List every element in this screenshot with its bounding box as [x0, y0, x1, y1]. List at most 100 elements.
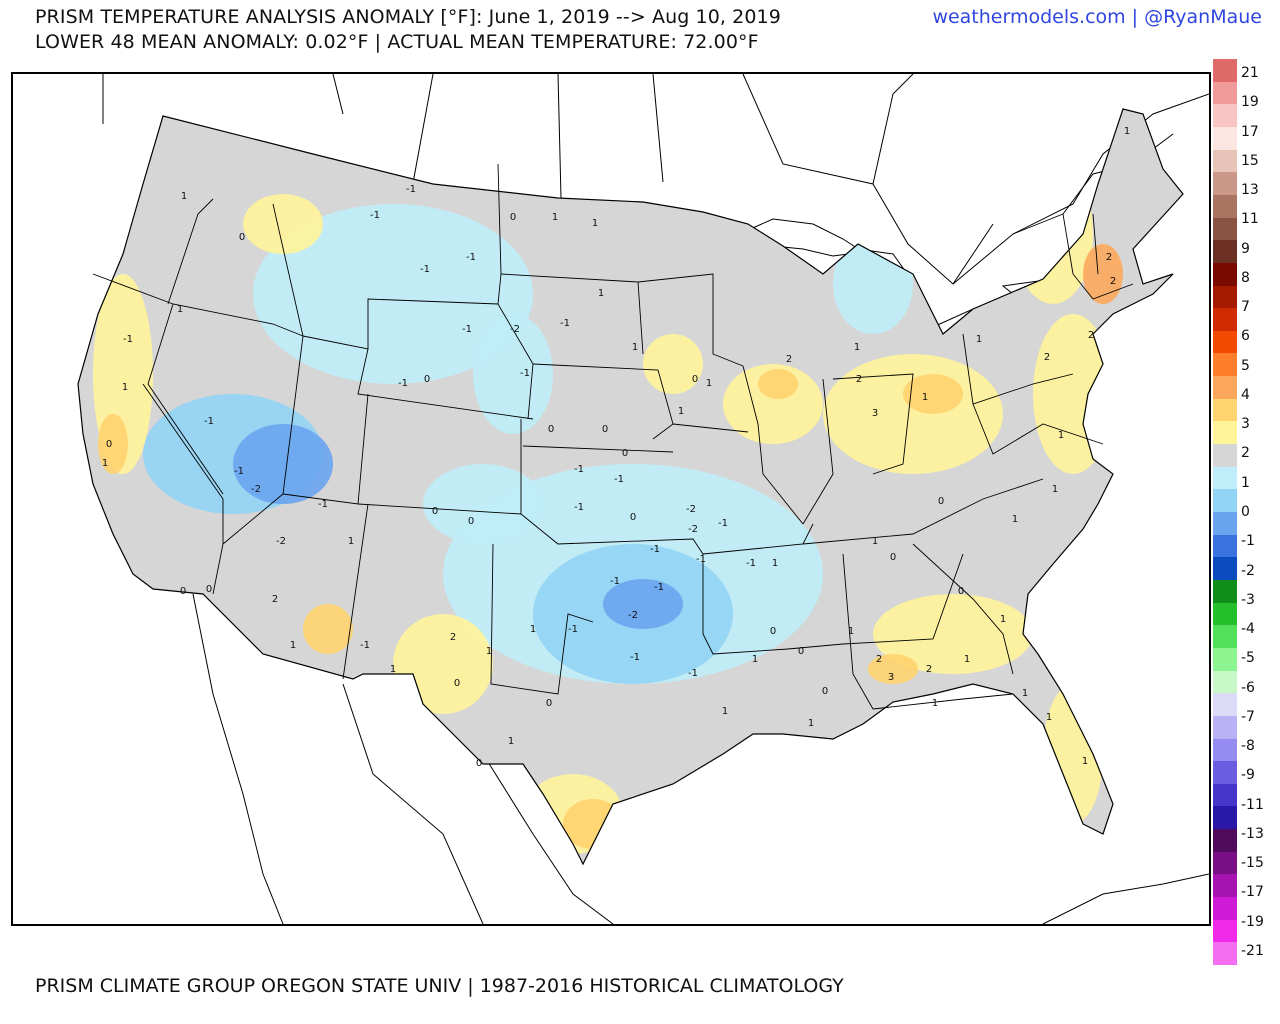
legend-swatch	[1213, 126, 1237, 151]
legend-tick-label: 17	[1241, 123, 1259, 140]
anomaly-value-label: 1	[1046, 712, 1052, 723]
anomaly-region	[603, 579, 683, 629]
legend-tick-label: 19	[1241, 94, 1259, 111]
anomaly-value-label: 0	[546, 698, 552, 709]
anomaly-value-label: -1	[574, 464, 584, 475]
legend-tick-label: 21	[1241, 65, 1259, 81]
anomaly-value-label: -2	[510, 324, 520, 335]
anomaly-value-label: 0	[602, 424, 608, 435]
anomaly-value-label: 1	[508, 736, 514, 747]
legend-swatch	[1213, 240, 1237, 264]
anomaly-value-label: 0	[476, 758, 482, 769]
anomaly-value-label: 0	[432, 506, 438, 517]
anomaly-value-label: 3	[888, 672, 894, 683]
anomaly-value-label: 1	[486, 646, 492, 657]
anomaly-value-label: -1	[234, 466, 244, 477]
legend-swatch	[1213, 217, 1237, 241]
legend-swatch	[1213, 308, 1237, 332]
anomaly-value-label: -1	[718, 518, 728, 529]
anomaly-value-label: -2	[628, 610, 638, 621]
anomaly-value-label: 1	[752, 654, 758, 665]
anomaly-value-label: -1	[360, 640, 370, 651]
anomaly-value-label: 2	[786, 354, 792, 365]
legend-swatch	[1213, 806, 1237, 830]
anomaly-value-label: -1	[610, 576, 620, 587]
anomaly-region	[473, 314, 553, 434]
anomaly-region	[303, 604, 353, 654]
anomaly-value-label: 1	[706, 378, 712, 389]
anomaly-value-label: -1	[123, 334, 133, 345]
legend-tick-label: 11	[1241, 211, 1259, 228]
legend-swatch	[1213, 919, 1237, 943]
legend-swatch	[1213, 829, 1237, 853]
anomaly-region	[393, 614, 493, 714]
legend-tick-label: 9	[1241, 240, 1250, 257]
legend-tick-label: -5	[1241, 650, 1255, 667]
legend-tick-label: -9	[1241, 767, 1255, 784]
anomaly-value-label: 1	[1000, 614, 1006, 625]
anomaly-region	[243, 194, 323, 254]
anomaly-value-label: 1	[1052, 484, 1058, 495]
legend-swatch	[1213, 489, 1237, 513]
anomaly-value-label: 1	[390, 664, 396, 675]
anomaly-value-label: 0	[424, 374, 430, 385]
legend-swatch	[1213, 715, 1237, 739]
state-boundaries	[92, 163, 1134, 710]
legend-tick-label: -8	[1241, 738, 1255, 755]
anomaly-value-label: 0	[454, 678, 460, 689]
anomaly-value-label: 2	[926, 664, 932, 675]
footer-credit: PRISM CLIMATE GROUP OREGON STATE UNIV | …	[35, 975, 844, 997]
anomaly-value-label: 0	[622, 448, 628, 459]
anomaly-value-label: 0	[938, 496, 944, 507]
anomaly-value-label: 2	[1088, 330, 1094, 341]
anomaly-value-label: 2	[1044, 352, 1050, 363]
legend-tick-label: 7	[1241, 299, 1250, 316]
anomaly-value-label: 2	[856, 374, 862, 385]
anomaly-value-label: 1	[348, 536, 354, 547]
anomaly-value-label: 1	[598, 288, 604, 299]
legend-swatch	[1213, 738, 1237, 762]
anomaly-value-label: 1	[1022, 688, 1028, 699]
legend-tick-label: 1	[1241, 474, 1250, 491]
legend-tick-label: 5	[1241, 357, 1250, 374]
anomaly-value-label: -2	[686, 504, 696, 515]
anomaly-value-label: -1	[560, 318, 570, 329]
anomaly-value-label: 2	[272, 594, 278, 605]
anomaly-value-label: 0	[692, 374, 698, 385]
anomaly-value-label: 1	[530, 624, 536, 635]
anomaly-value-label: 1	[808, 718, 814, 729]
map-subtitle: LOWER 48 MEAN ANOMALY: 0.02°F | ACTUAL M…	[35, 31, 759, 53]
anomaly-value-label: -2	[251, 484, 261, 495]
legend-swatch	[1213, 466, 1237, 490]
legend-tick-label: 3	[1241, 416, 1250, 433]
anomaly-value-label: 1	[922, 392, 928, 403]
legend-swatch	[1213, 602, 1237, 626]
legend-swatch	[1213, 194, 1237, 219]
anomaly-value-label: -1	[614, 474, 624, 485]
anomaly-value-label: -1	[696, 554, 706, 565]
anomaly-value-label: 0	[770, 626, 776, 637]
anomaly-value-label: -1	[204, 416, 214, 427]
anomaly-value-label: 0	[958, 586, 964, 597]
anomaly-region	[903, 374, 963, 414]
map-title: PRISM TEMPERATURE ANALYSIS ANOMALY [°F]:…	[35, 6, 781, 28]
anomaly-region	[1033, 314, 1113, 474]
anomaly-value-label: 2	[450, 632, 456, 643]
color-legend: 21 19 17 15 13 11 9 8 7 6 5 4 3 2 1 0 -1 -2 -3 -4 -5 -6 -7 -8 -9…	[1213, 59, 1280, 966]
anomaly-value-label: 0	[239, 232, 245, 243]
anomaly-value-label: -1	[318, 499, 328, 510]
credit-link[interactable]: weathermodels.com | @RyanMaue	[932, 6, 1262, 28]
legend-swatch	[1213, 625, 1237, 649]
anomaly-value-label: 1	[181, 191, 187, 202]
anomaly-value-label: -1	[370, 210, 380, 221]
legend-swatch	[1213, 149, 1237, 173]
legend-tick-label: -21	[1241, 943, 1264, 959]
anomaly-value-label: -1	[520, 368, 530, 379]
legend-tick-label: -6	[1241, 679, 1255, 696]
legend-swatch	[1213, 353, 1237, 377]
legend-swatch	[1213, 761, 1237, 785]
anomaly-value-label: -1	[746, 558, 756, 569]
legend-tick-label: -7	[1241, 708, 1255, 725]
legend-tick-label: 13	[1241, 182, 1259, 199]
legend-swatch	[1213, 670, 1237, 694]
